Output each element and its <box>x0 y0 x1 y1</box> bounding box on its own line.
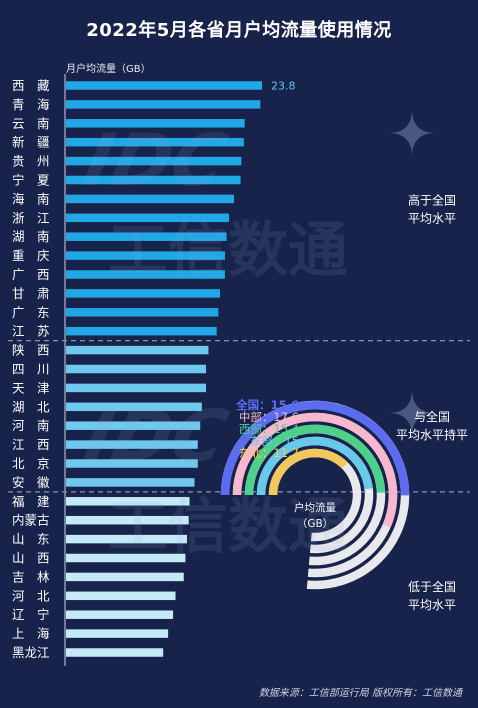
ring-label-1: 中部：17.6 <box>239 410 299 424</box>
category-label: 江 苏 <box>12 324 50 339</box>
category-label: 河 南 <box>12 418 50 433</box>
category-label: 辽 宁 <box>12 607 50 622</box>
bar-17 <box>66 402 202 412</box>
category-label: 海 南 <box>12 191 50 206</box>
ring-label-3: 东部：15 <box>250 434 299 448</box>
unit-label: 月户均流量（GB） <box>66 64 151 75</box>
bar-18 <box>66 421 201 430</box>
category-label: 安 徽 <box>12 475 50 490</box>
data-label: 23.8 <box>271 80 296 93</box>
bar-11 <box>66 289 220 298</box>
bar-23 <box>66 515 189 525</box>
category-label: 江 西 <box>12 437 50 452</box>
category-label: 西 藏 <box>12 78 50 93</box>
group-label-line2: 平均水平 <box>408 211 456 225</box>
category-label: 内蒙古 <box>12 513 50 528</box>
category-label: 吉 林 <box>12 569 50 584</box>
bar-10 <box>66 270 225 279</box>
category-label: 上 海 <box>12 626 50 641</box>
category-label: 青 海 <box>12 97 50 112</box>
bar-29 <box>66 629 169 638</box>
ring-arc-1 <box>232 412 398 528</box>
bar-0 <box>66 81 262 90</box>
bar-24 <box>66 534 188 544</box>
category-label: 福 建 <box>12 494 50 509</box>
ring-label-0: 全国：15.6 <box>235 398 299 412</box>
bar-30 <box>66 648 164 657</box>
bar-19 <box>66 440 198 449</box>
category-label: 重 庆 <box>12 248 50 263</box>
bar-14 <box>66 345 209 355</box>
category-label: 湖 南 <box>12 229 50 244</box>
bar-16 <box>66 383 206 393</box>
group-label-line2: 平均水平 <box>408 598 456 612</box>
ring-label-2: 西部：15.4 <box>239 422 299 436</box>
bar-7 <box>66 213 230 223</box>
bar-4 <box>66 156 242 166</box>
sparkle-icon <box>388 109 436 157</box>
category-label: 山 西 <box>12 551 50 566</box>
bar-2 <box>66 119 245 128</box>
bar-25 <box>66 553 186 563</box>
bar-13 <box>66 326 217 336</box>
category-label: 甘 肃 <box>12 286 50 301</box>
category-label: 广 东 <box>12 305 50 320</box>
category-label: 宁 夏 <box>12 173 50 188</box>
ring-label-4: 东北：11.7 <box>239 446 299 460</box>
category-label: 贵 州 <box>12 154 50 169</box>
source-note: 数据来源：工信部运行局 版权所有：工信数通 <box>258 688 462 699</box>
bar-28 <box>66 610 174 619</box>
group-label-line1: 高于全国 <box>408 192 456 207</box>
bar-12 <box>66 308 219 317</box>
category-label: 山 东 <box>12 532 50 547</box>
bar-21 <box>66 478 195 487</box>
bar-1 <box>66 100 261 109</box>
bar-3 <box>66 137 244 147</box>
bar-20 <box>66 459 198 468</box>
category-label: 湖 北 <box>12 399 50 414</box>
sparkle-icon-2 <box>388 389 436 437</box>
category-label: 四 川 <box>12 362 50 377</box>
bar-22 <box>66 497 190 506</box>
category-label: 云 南 <box>12 116 50 131</box>
bar-9 <box>66 251 225 260</box>
category-label: 黑龙江 <box>12 645 50 660</box>
bar-27 <box>66 591 176 601</box>
bar-8 <box>66 232 227 241</box>
category-label: 广 西 <box>12 267 50 282</box>
group-label-line1: 与全国 <box>414 409 450 424</box>
ring-arc-3 <box>256 436 373 496</box>
category-label: 河 北 <box>12 588 50 603</box>
bar-5 <box>66 175 241 185</box>
category-label: 浙 江 <box>12 210 50 225</box>
ring-center-label-2: （GB） <box>297 518 333 530</box>
bar-15 <box>66 364 206 374</box>
bar-6 <box>66 194 234 204</box>
category-label: 天 津 <box>12 380 50 395</box>
bar-26 <box>66 572 184 582</box>
category-label: 北 京 <box>12 456 50 471</box>
ring-arc-2 <box>244 424 386 496</box>
category-label: 陕 西 <box>12 343 50 358</box>
category-label: 新 疆 <box>12 135 50 150</box>
group-label-line2: 平均水平持平 <box>396 427 468 442</box>
chart-title: 2022年5月各省月户均流量使用情况 <box>86 20 392 41</box>
ring-arc-4 <box>268 448 348 496</box>
ring-arc-0 <box>220 400 410 496</box>
group-label-line1: 低于全国 <box>408 579 456 594</box>
ring-center-label-1: 户均流量 <box>294 501 336 514</box>
